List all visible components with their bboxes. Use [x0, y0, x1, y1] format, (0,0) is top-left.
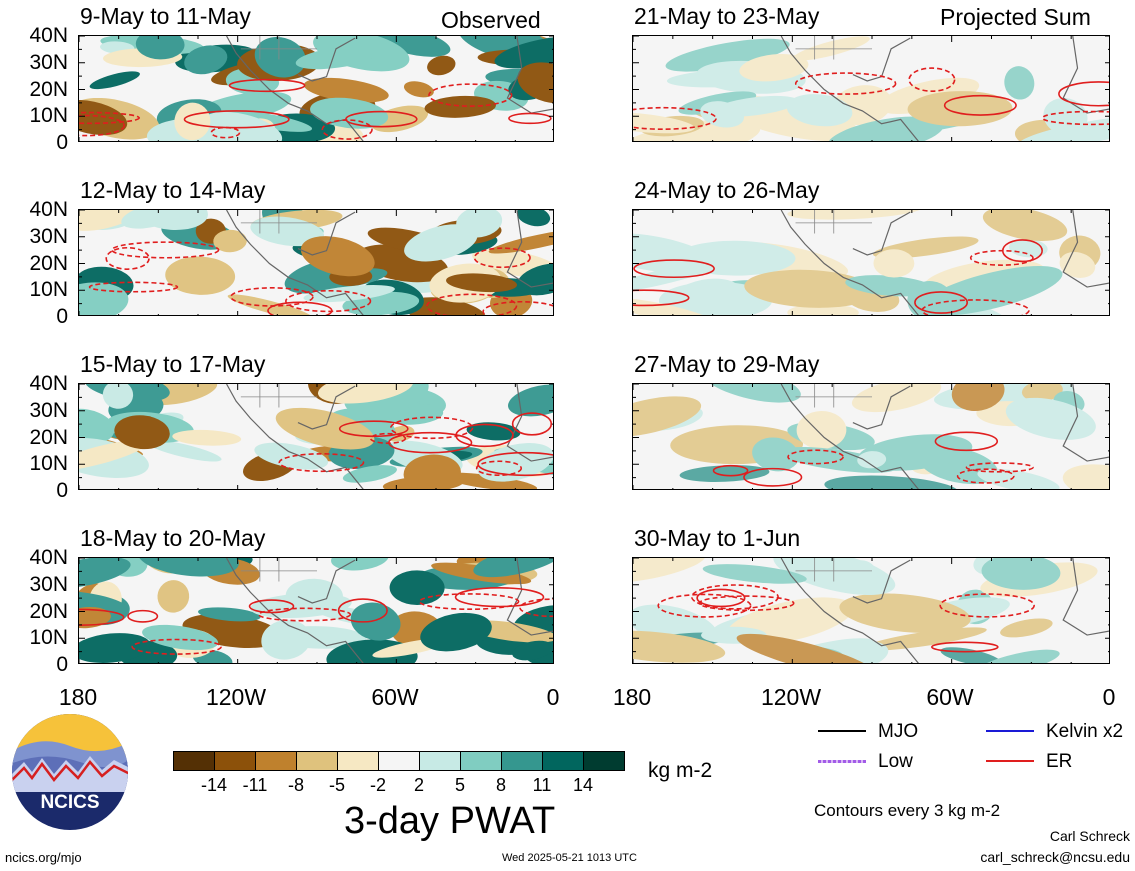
- lon-tick-label: 60W: [371, 684, 419, 710]
- panel-title: 9-May to 11-May: [80, 3, 251, 29]
- lon-tick-label: 120W: [760, 684, 822, 710]
- lat-tick-label: 30N: [29, 50, 68, 74]
- panel-title: 15-May to 17-May: [80, 351, 266, 377]
- legend-line-kelvin: [986, 730, 1034, 732]
- lat-tick-label: 20N: [29, 251, 68, 275]
- colorbar-tick-label: -8: [287, 775, 305, 795]
- map-panel-proj-4: [632, 557, 1110, 664]
- lat-tick-label: 40N: [29, 546, 68, 569]
- colorbar-swatch: [460, 751, 502, 771]
- colorbar-swatch: [419, 751, 461, 771]
- colorbar-swatch: [173, 751, 215, 771]
- lat-tick-label: 40N: [29, 24, 68, 47]
- lat-tick-label: 40N: [29, 372, 68, 395]
- lat-tick-label: 30N: [29, 398, 68, 422]
- colorbar-swatch: [255, 751, 297, 771]
- colorbar-title: 3-day PWAT: [344, 800, 556, 842]
- lat-tick-label: 0: [56, 653, 68, 676]
- projected-label: Projected Sum: [940, 4, 1091, 30]
- footer-timestamp: Wed 2025-05-21 1013 UTC: [502, 852, 637, 864]
- map-panel-obs-4: [78, 557, 554, 664]
- lon-tick-label: 60W: [926, 684, 974, 710]
- lat-tick-label: 20N: [29, 425, 68, 449]
- colorbar-tick-label: -14: [200, 775, 228, 795]
- lat-tick-label: 30N: [29, 224, 68, 248]
- colorbar-swatch: [378, 751, 420, 771]
- lat-tick-label: 10N: [29, 278, 68, 302]
- contour-note: Contours every 3 kg m-2: [814, 801, 1001, 820]
- lon-tick-label: 120W: [205, 684, 267, 710]
- legend-label-kelvin: Kelvin x2: [1046, 721, 1124, 742]
- map-panel-proj-1: [632, 35, 1110, 142]
- legend-label-mjo: MJO: [878, 721, 919, 742]
- footer-url: ncics.org/mjo: [5, 850, 82, 865]
- panel-title: 12-May to 14-May: [80, 177, 266, 203]
- colorbar-swatch: [337, 751, 379, 771]
- lat-tick-label: 40N: [29, 198, 68, 221]
- colorbar-tick-label: -2: [369, 775, 387, 795]
- lat-tick-label: 10N: [29, 104, 68, 128]
- legend-line-er: [986, 760, 1034, 762]
- legend-label-low: Low: [878, 751, 913, 772]
- colorbar-tick-label: -5: [328, 775, 346, 795]
- observed-label: Observed: [441, 7, 541, 33]
- map-panel-proj-3: [632, 383, 1110, 490]
- colorbar-swatch: [214, 751, 256, 771]
- colorbar-tick-label: 14: [572, 775, 594, 795]
- lat-tick-label: 0: [56, 131, 68, 154]
- legend-line-mjo: [818, 730, 866, 732]
- panel-title: 27-May to 29-May: [634, 351, 820, 377]
- colorbar-swatch: [542, 751, 584, 771]
- lon-tick-label: 180: [58, 684, 98, 710]
- lat-tick-label: 20N: [29, 77, 68, 101]
- map-panel-proj-2: [632, 209, 1110, 316]
- colorbar-tick-label: 11: [532, 775, 552, 795]
- lat-tick-label: 0: [56, 305, 68, 328]
- legend-line-low: [818, 760, 866, 763]
- lat-tick-label: 10N: [29, 452, 68, 476]
- colorbar-tick-label: 5: [454, 775, 466, 795]
- map-panel-obs-3: [78, 383, 554, 490]
- lat-tick-label: 10N: [29, 626, 68, 650]
- colorbar-units: kg m-2: [648, 759, 713, 782]
- colorbar-swatch: [583, 751, 625, 771]
- map-panel-obs-1: [78, 35, 554, 142]
- footer-author: Carl Schreck: [1049, 828, 1130, 844]
- lon-tick-label: 0: [546, 684, 560, 710]
- ncics-logo: NCICS: [12, 714, 128, 830]
- colorbar-tick-label: 8: [495, 775, 507, 795]
- panel-title: 30-May to 1-Jun: [634, 525, 801, 551]
- lat-tick-label: 0: [56, 479, 68, 502]
- colorbar-tick-label: 2: [413, 775, 425, 795]
- panel-title: 24-May to 26-May: [634, 177, 820, 203]
- panel-title: 18-May to 20-May: [80, 525, 266, 551]
- lon-tick-label: 180: [612, 684, 652, 710]
- footer-email: carl_schreck@ncsu.edu: [980, 849, 1130, 865]
- logo-text: NCICS: [40, 792, 99, 813]
- legend-label-er: ER: [1046, 751, 1073, 772]
- lat-tick-label: 30N: [29, 572, 68, 596]
- colorbar-swatch: [501, 751, 543, 771]
- colorbar-swatch: [296, 751, 338, 771]
- colorbar-tick-label: -11: [242, 775, 268, 795]
- panel-title: 21-May to 23-May: [634, 3, 820, 29]
- lat-tick-label: 20N: [29, 599, 68, 623]
- map-panel-obs-2: [78, 209, 554, 316]
- lon-tick-label: 0: [1102, 684, 1116, 710]
